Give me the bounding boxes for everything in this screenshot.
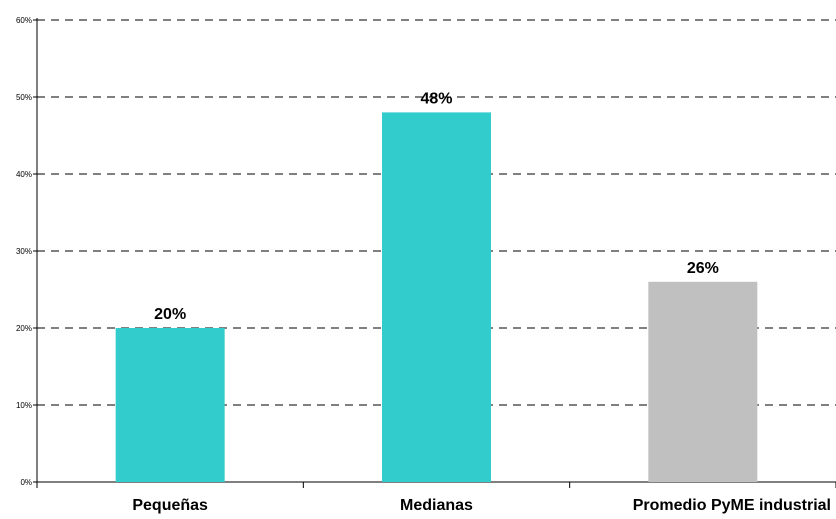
bar	[115, 328, 225, 482]
x-axis: Pequeñas Medianas Promedio PyME industrial	[36, 481, 836, 514]
y-tick-label: 10%	[16, 401, 32, 410]
data-label: 20%	[154, 306, 186, 323]
data-label: 48%	[420, 90, 452, 107]
data-labels: 20% 48% 26%	[154, 90, 719, 323]
y-tick-label: 20%	[16, 324, 32, 333]
y-tick-label: 40%	[16, 170, 32, 179]
y-tick-label: 50%	[16, 93, 32, 102]
y-tick-label: 60%	[16, 16, 32, 25]
bar	[648, 281, 758, 482]
x-tick-label: Pequeñas	[132, 497, 208, 514]
y-tick-label: 0%	[20, 478, 32, 487]
data-label: 26%	[687, 260, 719, 277]
x-tick-label: Promedio PyME industrial	[633, 497, 831, 514]
y-axis: 0% 10% 20% 30% 40% 50% 60%	[16, 16, 38, 487]
bar	[382, 112, 491, 483]
bars	[115, 112, 758, 483]
y-tick-label: 30%	[16, 247, 32, 256]
x-tick-label: Medianas	[400, 497, 473, 514]
